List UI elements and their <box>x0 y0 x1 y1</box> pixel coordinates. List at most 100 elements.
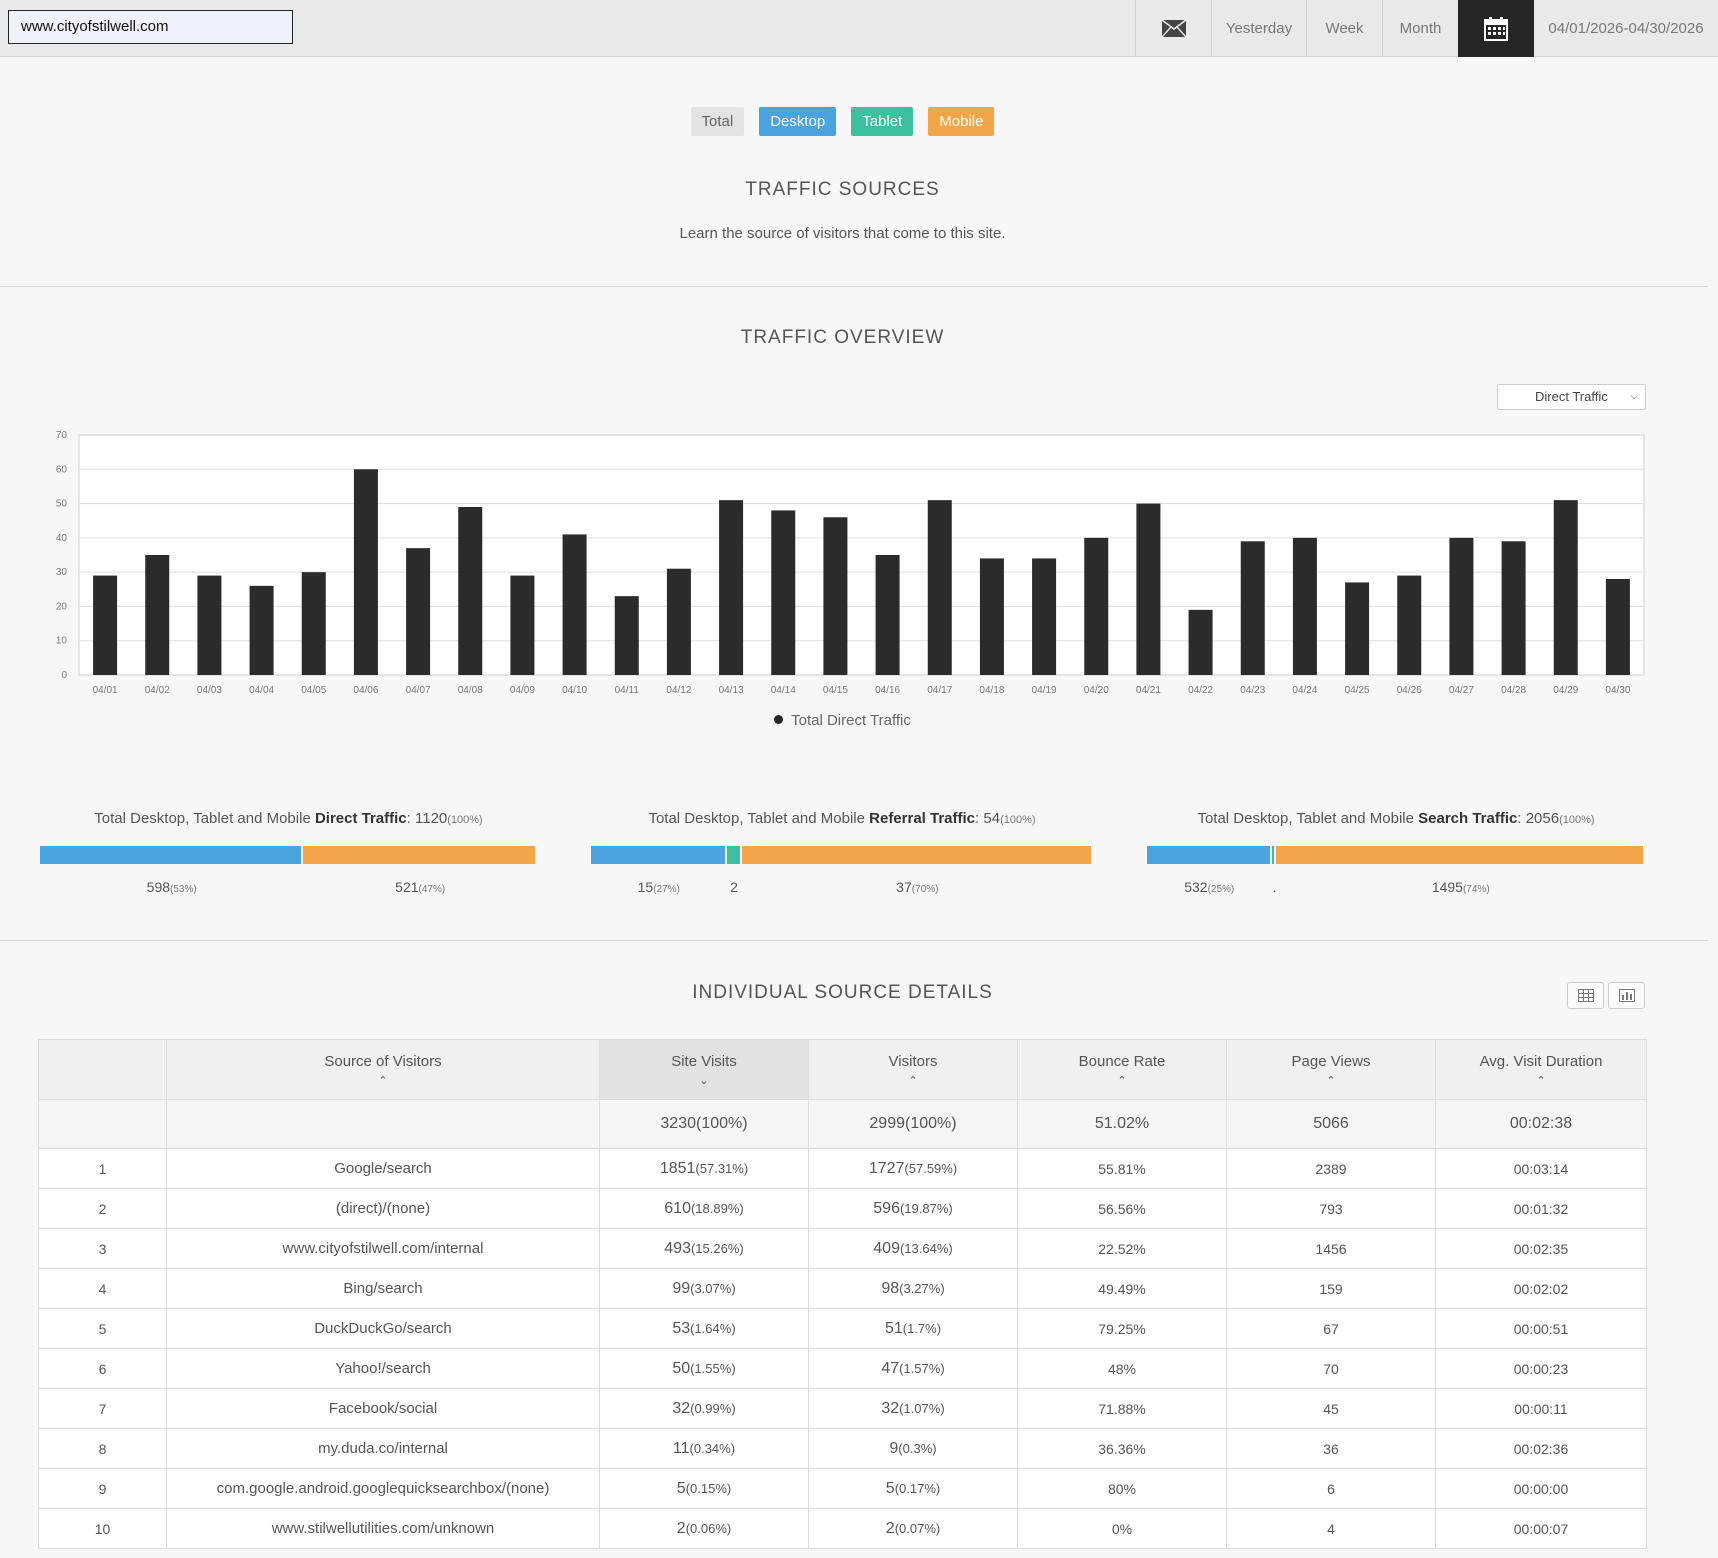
filter-desktop-button[interactable]: Desktop <box>759 107 837 136</box>
column-header-duration[interactable]: Avg. Visit Duration ⌃ <box>1435 1039 1647 1100</box>
table-row[interactable]: 5 DuckDuckGo/search 53(1.64%) 51(1.7%) 79.25… <box>38 1308 1647 1349</box>
bar-segment-desktop <box>1147 846 1270 864</box>
table-row[interactable]: 2 (direct)/(none) 610(18.89%) 596(19.87%) 56… <box>38 1188 1647 1229</box>
row-rank: 3 <box>38 1228 167 1269</box>
site-visits-value: 610 <box>664 1199 691 1217</box>
row-bounce-rate: 55.81% <box>1017 1148 1227 1189</box>
row-bounce-rate: 36.36% <box>1017 1428 1227 1469</box>
row-visitors: 1727(57.59%) <box>808 1148 1018 1189</box>
segment-value: 15 <box>637 879 654 895</box>
segment-pct: (47%) <box>418 884 446 895</box>
visitors-value: 51 <box>884 1319 903 1337</box>
sort-up-icon: ⌃ <box>1536 1075 1546 1087</box>
chart-bar <box>1032 558 1057 675</box>
x-tick-label: 04/09 <box>510 685 535 696</box>
chart-bar <box>353 469 378 675</box>
segment-label-desktop: 532(25%) <box>1184 879 1234 895</box>
chart-view-button[interactable] <box>1608 982 1645 1009</box>
row-visitors: 47(1.57%) <box>808 1348 1018 1389</box>
period-week-button[interactable]: Week <box>1306 0 1382 57</box>
segment-pct: (25%) <box>1207 884 1235 895</box>
visitors-value: 9 <box>889 1439 899 1457</box>
site-visits-value: 11 <box>672 1439 690 1457</box>
segment-label-mobile: 1495(74%) <box>1432 879 1490 895</box>
filter-tablet-button[interactable]: Tablet <box>851 107 914 136</box>
site-selector-input[interactable]: www.cityofstilwell.com <box>8 10 293 44</box>
summary-prefix: Total Desktop, Tablet and Mobile <box>648 810 870 827</box>
date-range-label[interactable]: 04/01/2026-04/30/2026 <box>1548 20 1704 37</box>
x-tick-label: 04/02 <box>145 685 170 696</box>
site-visits-value: 50 <box>672 1359 691 1377</box>
x-tick-label: 04/23 <box>1240 685 1265 696</box>
chart-bar <box>458 507 483 675</box>
visitors-value: 32 <box>881 1399 900 1417</box>
site-visits-value: 493 <box>664 1239 691 1257</box>
table-row[interactable]: 3 www.cityofstilwell.com/internal 493(15.2… <box>38 1228 1647 1269</box>
segment-label-mobile: 37(70%) <box>896 879 938 895</box>
site-visits-pct: (3.07%) <box>690 1280 736 1296</box>
totals-page-views: 5066 <box>1226 1099 1436 1149</box>
column-header-bounce-rate[interactable]: Bounce Rate ⌃ <box>1017 1039 1227 1100</box>
chart-bar <box>1188 609 1213 675</box>
chart-bar <box>249 585 274 675</box>
totals-site-visits: 3230(100%) <box>599 1099 809 1149</box>
period-yesterday-button[interactable]: Yesterday <box>1211 0 1306 57</box>
row-duration: 00:00:11 <box>1435 1388 1647 1429</box>
table-row[interactable]: 1 Google/search 1851(57.31%) 1727(57.59%) 55… <box>38 1148 1647 1189</box>
table-row[interactable]: 10 www.stilwellutilities.com/unknown 2(0.0… <box>38 1508 1647 1549</box>
table-row[interactable]: 9 com.google.android.googlequicksearchbox… <box>38 1468 1647 1509</box>
sort-up-icon: ⌃ <box>908 1075 918 1087</box>
x-tick-label: 04/05 <box>301 685 326 696</box>
row-page-views: 1456 <box>1226 1228 1436 1269</box>
row-page-views: 70 <box>1226 1348 1436 1389</box>
summary-total: : 54 <box>975 810 1001 827</box>
summary-prefix: Total Desktop, Tablet and Mobile <box>1197 810 1419 827</box>
table-row[interactable]: 8 my.duda.co/internal 11(0.34%) 9(0.3%) 36.3… <box>38 1428 1647 1469</box>
period-month-button[interactable]: Month <box>1382 0 1458 57</box>
row-source: Google/search <box>166 1148 600 1189</box>
chart-bar <box>562 534 587 675</box>
segment-value: 521 <box>395 879 419 895</box>
table-row[interactable]: 4 Bing/search 99(3.07%) 98(3.27%) 49.49% 159 0… <box>38 1268 1647 1309</box>
calendar-button[interactable] <box>1458 0 1534 57</box>
totals-visitors-pct: (100%) <box>905 1115 957 1132</box>
table-view-button[interactable] <box>1567 982 1604 1009</box>
column-header-page-views[interactable]: Page Views ⌃ <box>1226 1039 1436 1100</box>
filter-total-button[interactable]: Total <box>690 107 745 136</box>
filter-mobile-button[interactable]: Mobile <box>928 107 995 136</box>
x-tick-label: 04/11 <box>615 685 640 696</box>
chart-bar <box>1397 575 1422 675</box>
row-visitors: 5(0.17%) <box>808 1468 1018 1509</box>
sort-up-icon: ⌃ <box>1326 1075 1336 1087</box>
visitors-pct: (3.27%) <box>899 1280 945 1296</box>
segment-label-mobile: 521(47%) <box>395 879 445 895</box>
column-header-visitors[interactable]: Visitors ⌃ <box>808 1039 1018 1100</box>
row-page-views: 67 <box>1226 1308 1436 1349</box>
row-source: com.google.android.googlequicksearchbox/… <box>166 1468 600 1509</box>
chart-bar <box>1240 541 1265 675</box>
visitors-value: 47 <box>881 1359 900 1377</box>
visitors-pct: (19.87%) <box>899 1200 953 1216</box>
visitors-pct: (1.7%) <box>902 1320 942 1336</box>
column-header-source[interactable]: Source of Visitors ⌃ <box>166 1039 600 1100</box>
column-header-label: Page Views <box>1291 1053 1371 1070</box>
traffic-sources-title: TRAFFIC SOURCES <box>745 179 940 200</box>
row-site-visits: 32(0.99%) <box>599 1388 809 1429</box>
row-site-visits: 2(0.06%) <box>599 1508 809 1549</box>
chart-bar <box>1501 541 1526 675</box>
column-header-site-visits[interactable]: Site Visits ⌄ <box>599 1039 809 1100</box>
table-row[interactable]: 6 Yahoo!/search 50(1.55%) 47(1.57%) 48% 70 00:… <box>38 1348 1647 1389</box>
row-duration: 00:01:32 <box>1435 1188 1647 1229</box>
visitors-pct: (0.17%) <box>894 1480 941 1496</box>
totals-duration: 00:02:38 <box>1435 1099 1647 1149</box>
totals-visitors: 2999(100%) <box>808 1099 1018 1149</box>
bar-segment-tablet <box>1271 846 1275 864</box>
row-rank: 7 <box>38 1388 167 1429</box>
x-tick-label: 04/06 <box>353 685 378 696</box>
totals-source-cell <box>166 1099 600 1149</box>
summary-total: : 2056 <box>1517 810 1560 827</box>
row-rank: 10 <box>38 1508 167 1549</box>
table-row[interactable]: 7 Facebook/social 32(0.99%) 32(1.07%) 71.88%… <box>38 1388 1647 1429</box>
email-report-button[interactable] <box>1135 0 1211 57</box>
traffic-type-dropdown[interactable]: Direct Traffic ⌵ <box>1497 384 1646 410</box>
